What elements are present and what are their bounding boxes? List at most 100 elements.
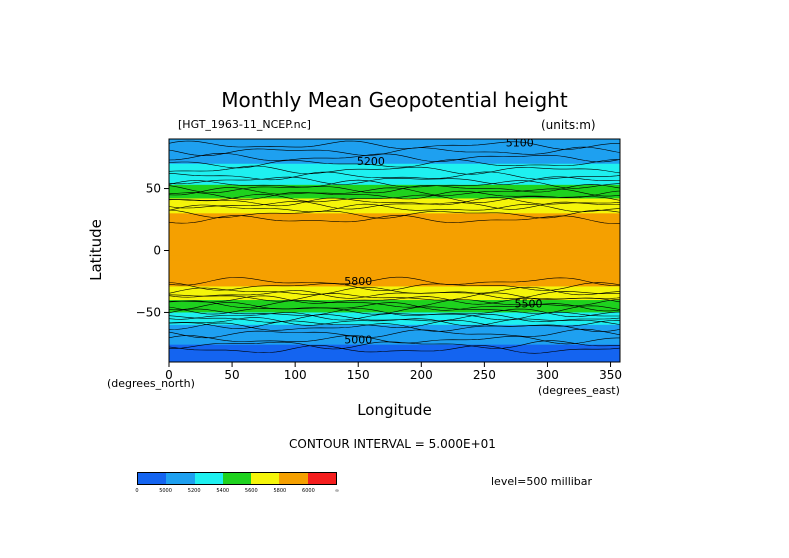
field-band xyxy=(169,155,620,157)
field-band xyxy=(169,342,620,345)
field-band xyxy=(169,172,620,175)
field-band xyxy=(169,235,620,238)
field-band xyxy=(169,205,620,208)
field-band xyxy=(169,233,620,235)
contour-line xyxy=(169,319,620,329)
field-band xyxy=(169,354,620,357)
field-band xyxy=(169,345,620,348)
field-band xyxy=(169,298,620,301)
field-band xyxy=(169,192,620,195)
x-tick-label: 150 xyxy=(347,368,370,382)
field-band xyxy=(169,261,620,264)
field-band xyxy=(169,183,620,186)
contour-line xyxy=(169,295,620,305)
x-tick-label: 350 xyxy=(599,368,622,382)
colorbar xyxy=(137,472,337,485)
contour-label: 5100 xyxy=(506,136,534,149)
colorbar-segment xyxy=(307,473,336,484)
contour-line xyxy=(169,345,620,354)
field-band xyxy=(169,306,620,309)
field-band xyxy=(169,286,620,289)
field-band xyxy=(169,300,620,302)
field-band xyxy=(169,234,620,237)
field-band xyxy=(169,148,620,151)
field-band xyxy=(169,213,620,216)
field-band xyxy=(169,204,620,207)
field-band xyxy=(169,248,620,250)
field-band xyxy=(169,272,620,275)
contour-line xyxy=(169,209,620,219)
field-band xyxy=(169,198,620,201)
contour-line xyxy=(169,298,620,309)
field-band xyxy=(169,181,620,183)
field-band xyxy=(169,146,620,149)
field-band xyxy=(169,219,620,222)
field-band xyxy=(169,333,620,336)
field-band xyxy=(169,316,620,318)
field-band xyxy=(169,349,620,352)
field-band xyxy=(169,228,620,231)
contour-line xyxy=(169,314,620,323)
contour-line xyxy=(169,179,620,189)
contour-line xyxy=(169,286,620,296)
contour-line xyxy=(169,146,620,157)
field-band xyxy=(169,152,620,155)
field-band xyxy=(169,160,620,162)
field-band xyxy=(169,187,620,190)
field-band xyxy=(169,360,620,362)
contour-line xyxy=(169,335,620,345)
field-band xyxy=(169,264,620,266)
colorbar-level-label: 5800 xyxy=(273,488,287,494)
field-band xyxy=(169,287,620,290)
field-band xyxy=(169,334,620,337)
field-band xyxy=(169,169,620,172)
field-band xyxy=(169,358,620,361)
field-band xyxy=(169,238,620,240)
contour-line xyxy=(169,328,620,339)
field-band xyxy=(169,324,620,327)
field-band xyxy=(169,241,620,244)
field-band xyxy=(169,245,620,248)
field-band xyxy=(169,222,620,224)
field-band xyxy=(169,274,620,276)
field-band xyxy=(169,195,620,198)
x-axis-label: Longitude xyxy=(357,401,432,419)
contour-line xyxy=(169,176,620,185)
field-band xyxy=(169,168,620,171)
field-band xyxy=(169,339,620,342)
field-band xyxy=(169,309,620,312)
field-band xyxy=(169,285,620,288)
field-band xyxy=(169,143,620,146)
field-band xyxy=(169,171,620,174)
contour-line xyxy=(169,190,620,200)
field-band xyxy=(169,230,620,233)
contour-line xyxy=(169,322,620,332)
field-band xyxy=(169,151,620,154)
y-unit-label: (degrees_north) xyxy=(107,377,195,390)
field-band xyxy=(169,215,620,218)
field-band xyxy=(169,161,620,164)
contour-line xyxy=(169,215,620,224)
field-band xyxy=(169,314,620,317)
field-band xyxy=(169,191,620,193)
field-band xyxy=(169,158,620,161)
field-band xyxy=(169,327,620,330)
contour-line xyxy=(169,203,620,213)
x-tick-label: 0 xyxy=(165,368,173,382)
colorbar-segment xyxy=(222,473,252,484)
field-band xyxy=(169,262,620,265)
field-band xyxy=(169,257,620,260)
field-band xyxy=(169,326,620,328)
field-band xyxy=(169,251,620,254)
file-label: [HGT_1963-11_NCEP.nc] xyxy=(178,118,311,131)
field-band xyxy=(169,199,620,202)
field-band xyxy=(169,260,620,263)
contour-line xyxy=(169,302,620,312)
field-band xyxy=(169,317,620,320)
field-band xyxy=(169,223,620,226)
field-band xyxy=(169,210,620,213)
colorbar-level-label: 0 xyxy=(135,488,139,494)
colorbar-level-label: 5000 xyxy=(159,488,172,494)
field-band xyxy=(169,145,620,148)
